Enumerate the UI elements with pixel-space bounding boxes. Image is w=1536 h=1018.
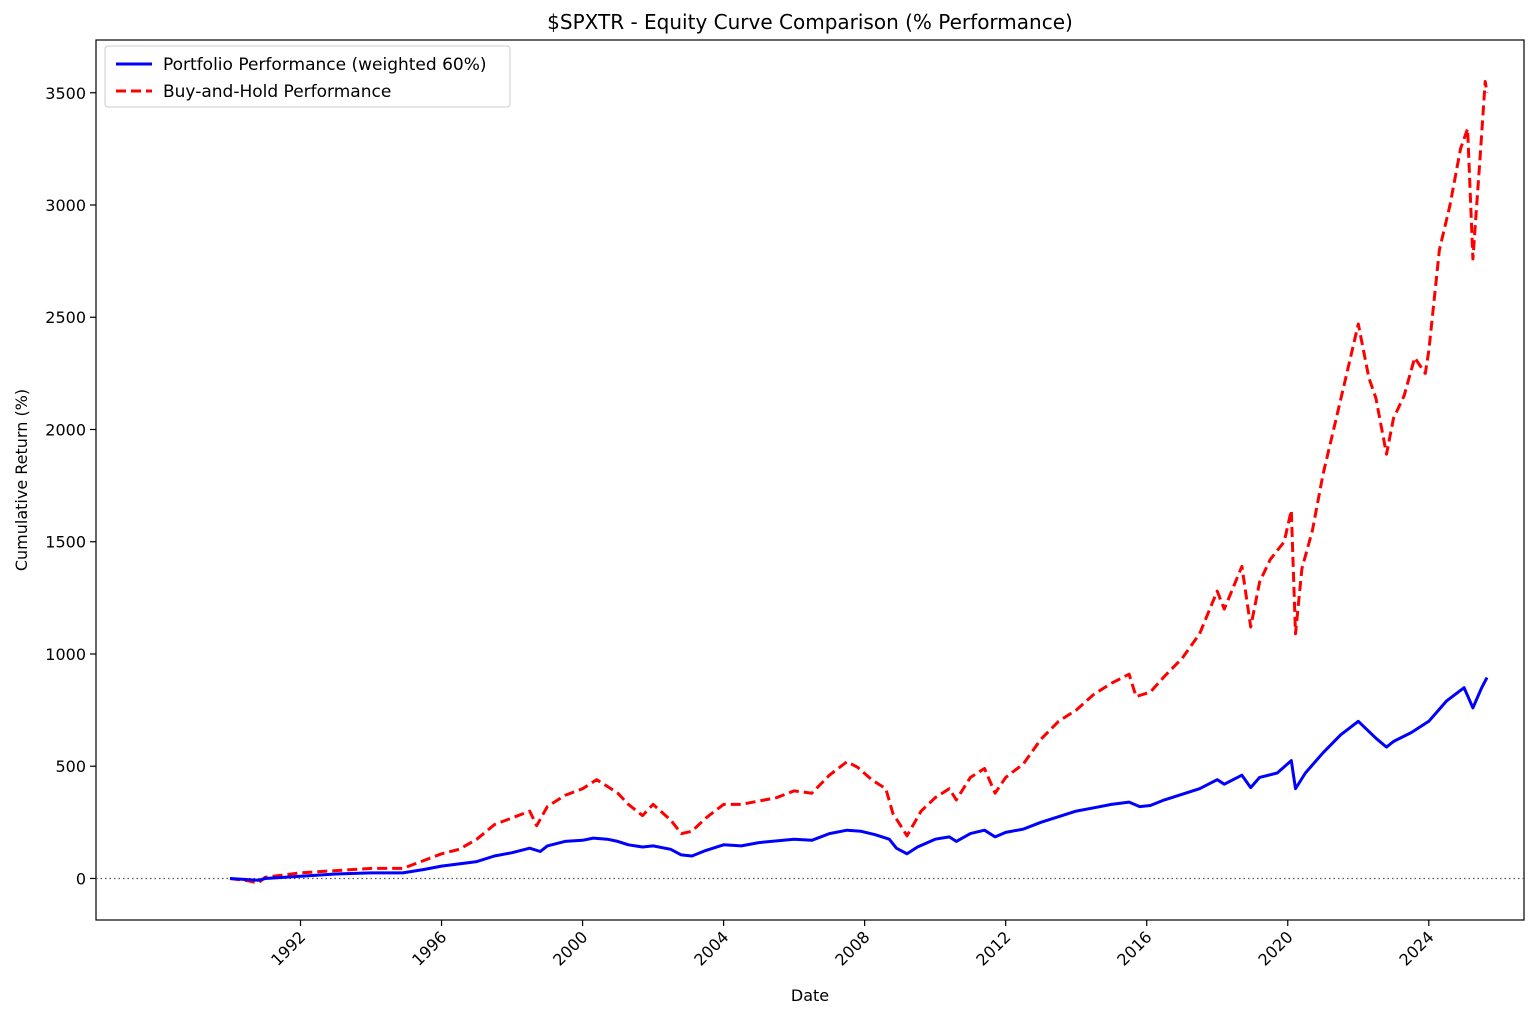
y-axis: 0 500 1000 1500 2000 2500 3000 3500 [45,84,96,888]
y-tick-label: 2500 [45,308,86,327]
y-tick-label: 500 [55,757,86,776]
plot-area [95,39,1525,921]
x-tick-label: 2024 [1395,927,1437,969]
y-tick-label: 1500 [45,533,86,552]
y-tick-label: 3000 [45,196,86,215]
buy-and-hold-performance-line [229,80,1489,885]
portfolio-performance-line [229,676,1489,882]
y-tick-label: 1000 [45,645,86,664]
x-tick-label: 2004 [690,927,732,969]
legend: Portfolio Performance (weighted 60%) Buy… [104,45,511,108]
x-tick-label: 2000 [549,927,591,969]
legend-label-portfolio: Portfolio Performance (weighted 60%) [163,55,487,75]
x-axis-label: Date [791,986,829,1005]
x-tick-label: 1996 [408,927,450,969]
x-tick-label: 1992 [267,927,309,969]
x-tick-label: 2020 [1254,927,1296,969]
legend-label-buy-and-hold: Buy-and-Hold Performance [163,82,391,102]
y-tick-label: 3500 [45,84,86,103]
y-tick-label: 0 [76,869,86,888]
chart-title: $SPXTR - Equity Curve Comparison (% Perf… [547,10,1073,34]
x-axis: 1992 1996 2000 2004 2008 2012 2016 2020 2024 [267,920,1438,970]
x-tick-label: 2016 [1113,927,1155,969]
series-lines [229,80,1489,885]
legend-frame [104,45,511,108]
y-axis-label: Cumulative Return (%) [12,389,31,571]
x-tick-label: 2008 [831,927,873,969]
x-tick-label: 2012 [972,927,1014,969]
y-tick-label: 2000 [45,420,86,439]
